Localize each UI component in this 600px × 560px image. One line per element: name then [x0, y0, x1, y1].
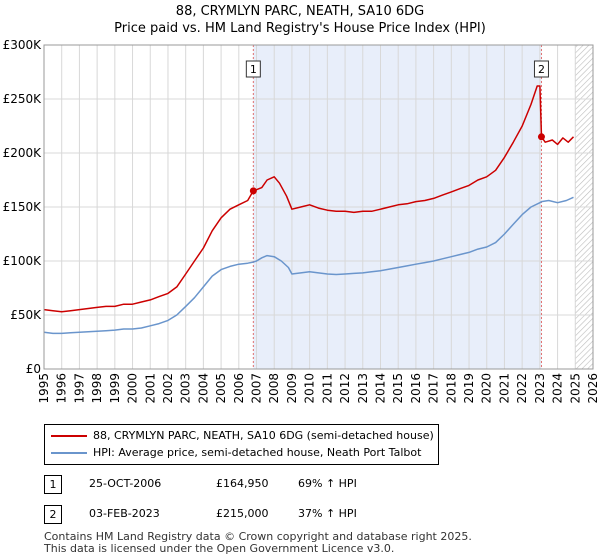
x-tick-label: 2011 — [320, 373, 334, 404]
x-tick-label: 2019 — [462, 373, 476, 404]
x-tick-label: 2016 — [409, 373, 423, 404]
sale-badge-1: 1 — [44, 475, 62, 494]
price-chart: 1 2 £0 £50K £100K £150K £200K £250K £300K 1995 199… — [3, 38, 600, 404]
sale-price-1: £164,950 — [216, 477, 269, 490]
sale-price-2: £215,000 — [216, 507, 269, 520]
x-tick-label: 2018 — [444, 373, 458, 404]
sale-date-2: 03-FEB-2023 — [89, 507, 160, 520]
y-tick-label: £200K — [3, 146, 43, 160]
sale-hpi-2: 37% ↑ HPI — [298, 507, 357, 520]
sale-point-1 — [249, 187, 257, 195]
x-tick-label: 2002 — [161, 373, 175, 404]
x-tick-label: 2009 — [285, 373, 299, 404]
x-tick-label: 1998 — [90, 373, 104, 404]
sale-date-1: 25-OCT-2006 — [89, 477, 162, 490]
x-tick-label: 2013 — [356, 373, 370, 404]
footer-licence: This data is licensed under the Open Gov… — [44, 542, 395, 555]
x-tick-label: 2025 — [568, 373, 582, 404]
sale-label-2: 2 — [538, 63, 545, 76]
y-tick-label: £250K — [3, 92, 43, 106]
y-tick-label: £0 — [26, 362, 41, 376]
property-price-line — [43, 85, 575, 313]
x-tick-label: 2006 — [232, 373, 246, 404]
sale-label-box-2 — [533, 60, 549, 78]
x-tick-label: 2026 — [586, 373, 600, 404]
x-tick-label: 2005 — [214, 373, 228, 404]
x-tick-label: 2022 — [515, 373, 529, 404]
sale-point-2 — [537, 133, 545, 141]
plot-frame — [43, 44, 594, 370]
x-tick-label: 2020 — [480, 373, 494, 404]
footer-copyright: Contains HM Land Registry data © Crown c… — [44, 530, 472, 543]
x-tick-label: 2004 — [196, 373, 210, 404]
chart-subtitle: Price paid vs. HM Land Registry's House … — [114, 21, 486, 36]
x-tick-label: 2008 — [267, 373, 281, 404]
sale-label-1: 1 — [250, 63, 257, 76]
legend: 88, CRYMLYN PARC, NEATH, SA10 6DG (semi-… — [44, 424, 439, 465]
x-tick-label: 2024 — [551, 373, 565, 404]
x-tick-label: 2021 — [497, 373, 511, 404]
y-tick-label: £100K — [3, 254, 43, 268]
x-tick-label: 2000 — [126, 373, 140, 404]
legend-label-hpi: HPI: Average price, semi-detached house,… — [93, 446, 422, 459]
y-tick-label: £50K — [10, 308, 42, 322]
hpi-line — [43, 196, 574, 335]
x-tick-label: 2007 — [250, 373, 264, 404]
legend-swatch-property — [51, 435, 87, 437]
x-tick-label: 1999 — [108, 373, 122, 404]
x-tick-label: 2014 — [373, 373, 387, 404]
y-tick-label: £300K — [3, 38, 43, 52]
x-tick-label: 2017 — [427, 373, 441, 404]
x-tick-label: 2003 — [179, 373, 193, 404]
x-tick-label: 2012 — [338, 373, 352, 404]
x-tick-label: 2010 — [303, 373, 317, 404]
legend-label-property: 88, CRYMLYN PARC, NEATH, SA10 6DG (semi-… — [93, 429, 434, 442]
legend-swatch-hpi — [51, 452, 87, 454]
x-tick-label: 2001 — [143, 373, 157, 404]
y-tick-label: £150K — [3, 200, 43, 214]
sale-label-box-1 — [245, 60, 261, 78]
sale-badge-2: 2 — [44, 505, 62, 524]
x-tick-label: 2015 — [391, 373, 405, 404]
x-tick-label: 1996 — [55, 373, 69, 404]
x-tick-label: 2023 — [533, 373, 547, 404]
sale-hpi-1: 69% ↑ HPI — [298, 477, 357, 490]
x-tick-label: 1995 — [37, 373, 51, 404]
chart-title: 88, CRYMLYN PARC, NEATH, SA10 6DG — [175, 4, 425, 19]
x-tick-label: 1997 — [72, 373, 86, 404]
